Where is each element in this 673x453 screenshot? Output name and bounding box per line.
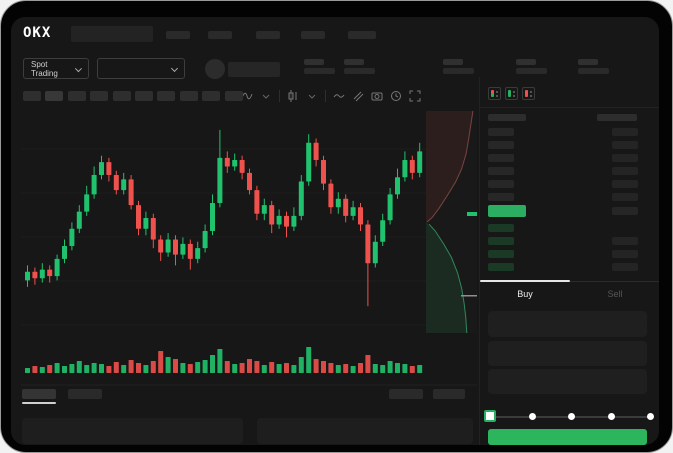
slider-stop[interactable]	[647, 413, 654, 420]
slider-handle[interactable]	[484, 410, 496, 422]
bid-price-skeleton	[488, 263, 514, 271]
bid-amount-skeleton	[612, 237, 638, 245]
stat-value-skeleton	[578, 68, 609, 74]
ask-amount-skeleton	[612, 141, 638, 149]
pair-coin-avatar	[205, 59, 225, 79]
bid-price-skeleton	[488, 250, 514, 258]
toolbar-button-skeleton[interactable]	[225, 91, 243, 101]
buy-submit-button[interactable]	[488, 429, 647, 445]
stat-value-skeleton	[344, 68, 375, 74]
amount-input-skeleton[interactable]	[488, 341, 647, 366]
toolbar-button-skeleton[interactable]	[157, 91, 175, 101]
divider	[279, 90, 280, 102]
ask-price-skeleton	[488, 180, 514, 188]
orders-table-skeleton	[22, 418, 243, 444]
toolbar-button-skeleton[interactable]	[90, 91, 108, 101]
nav-item-skeleton[interactable]	[208, 31, 232, 39]
ask-amount-skeleton	[612, 193, 638, 201]
slider-stop[interactable]	[529, 413, 536, 420]
candle-style-icon[interactable]	[287, 90, 299, 102]
toolbar-button-skeleton[interactable]	[113, 91, 131, 101]
chevron-down-icon[interactable]	[260, 90, 272, 102]
toolbar-button-skeleton[interactable]	[68, 91, 86, 101]
camera-icon[interactable]	[371, 90, 383, 102]
book-col-header-skeleton	[488, 114, 526, 121]
slider-stop[interactable]	[608, 413, 615, 420]
bid-amount-skeleton	[612, 250, 638, 258]
ask-amount-skeleton	[612, 128, 638, 136]
device-frame: OKX Spot Trading	[0, 0, 673, 453]
toolbar-button-skeleton[interactable]	[180, 91, 198, 101]
price-input-skeleton[interactable]	[488, 311, 647, 337]
draw-icon[interactable]	[352, 90, 364, 102]
ask-price-skeleton	[488, 154, 514, 162]
chevron-down-icon[interactable]	[306, 90, 318, 102]
stat-value-skeleton	[304, 68, 335, 74]
chevron-down-icon	[75, 65, 82, 72]
buy-tab-indicator	[480, 280, 570, 282]
book-bids-icon[interactable]	[505, 87, 518, 100]
divider	[480, 107, 659, 108]
active-tab-underline	[22, 402, 56, 404]
market-type-selector[interactable]: Spot Trading	[23, 58, 89, 79]
toolbar-button-skeleton[interactable]	[135, 91, 153, 101]
pair-selector-dropdown[interactable]	[97, 58, 185, 79]
nav-item-skeleton[interactable]	[348, 31, 376, 39]
bid-amount-skeleton	[612, 263, 638, 271]
bottom-tab-skeleton[interactable]	[68, 389, 102, 399]
nav-item-skeleton[interactable]	[166, 31, 190, 39]
stat-label-skeleton	[344, 59, 364, 65]
ask-price-skeleton	[488, 193, 514, 201]
history-table-skeleton	[257, 418, 473, 444]
chart-canvas	[21, 109, 477, 427]
book-col-header-skeleton	[597, 114, 637, 121]
ask-amount-skeleton	[612, 180, 638, 188]
stat-label-skeleton	[443, 59, 463, 65]
book-asks-icon[interactable]	[522, 87, 535, 100]
okx-logo: OKX	[23, 25, 51, 41]
tab-sell[interactable]: Sell	[570, 289, 659, 299]
ask-price-skeleton	[488, 128, 514, 136]
book-cell-skeleton	[612, 207, 638, 215]
orderbook-view-toggle	[488, 87, 535, 100]
nav-item-skeleton[interactable]	[301, 31, 325, 39]
toolbar-button-skeleton[interactable]	[45, 91, 63, 101]
bottom-action-skeleton[interactable]	[433, 389, 465, 399]
last-price-badge[interactable]	[488, 205, 526, 217]
stat-label-skeleton	[578, 59, 598, 65]
bottom-tab-active-skeleton[interactable]	[22, 389, 56, 399]
candlestick-chart[interactable]	[21, 109, 477, 427]
wave-indicator-icon[interactable]	[241, 90, 253, 102]
amount-slider[interactable]	[484, 407, 654, 425]
stat-value-skeleton	[443, 68, 474, 74]
toolbar-button-skeleton[interactable]	[23, 91, 41, 101]
stat-label-skeleton	[516, 59, 536, 65]
pair-name-skeleton	[228, 62, 280, 77]
app-window: OKX Spot Trading	[11, 17, 659, 445]
ask-amount-skeleton	[612, 167, 638, 175]
fullscreen-icon[interactable]	[409, 90, 421, 102]
slider-stop[interactable]	[568, 413, 575, 420]
ask-price-skeleton	[488, 141, 514, 149]
nav-primary-skeleton[interactable]	[71, 26, 153, 42]
chevron-down-icon	[171, 65, 178, 72]
market-type-label: Spot Trading	[31, 60, 71, 78]
book-combined-icon[interactable]	[488, 87, 501, 100]
nav-item-skeleton[interactable]	[256, 31, 280, 39]
bid-price-skeleton	[488, 237, 514, 245]
ask-price-skeleton	[488, 167, 514, 175]
order-panel: Buy Sell	[479, 77, 659, 445]
stat-label-skeleton	[304, 59, 324, 65]
bottom-action-skeleton[interactable]	[389, 389, 423, 399]
stat-value-skeleton	[516, 68, 547, 74]
toolbar-button-skeleton[interactable]	[202, 91, 220, 101]
total-input-skeleton[interactable]	[488, 369, 647, 394]
clock-icon[interactable]	[390, 90, 402, 102]
tab-buy[interactable]: Buy	[480, 289, 570, 299]
divider	[325, 90, 326, 102]
chart-toolbar	[241, 89, 421, 103]
bid-price-skeleton	[488, 224, 514, 232]
ask-amount-skeleton	[612, 154, 638, 162]
line-style-icon[interactable]	[333, 90, 345, 102]
